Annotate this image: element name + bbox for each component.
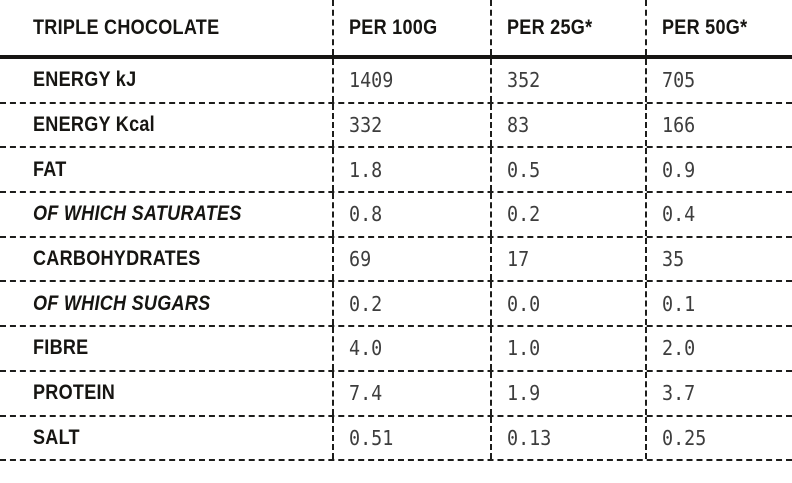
value-cell-per-100g: 69: [332, 237, 490, 281]
value-per-25g: 17: [507, 247, 530, 272]
value-cell-per-50g: 35: [645, 237, 792, 281]
value-cell-per-50g: 3.7: [645, 371, 792, 415]
value-per-50g: 2.0: [662, 336, 696, 361]
table-row-energy-kcal: ENERGY Kcal 332 83 166: [0, 103, 792, 149]
row-label: ENERGY Kcal: [33, 113, 155, 137]
value-cell-per-100g: 1.8: [332, 148, 490, 192]
table-row-protein: PROTEIN 7.4 1.9 3.7: [0, 371, 792, 417]
value-cell-per-50g: 705: [645, 59, 792, 102]
header-cell-per-50g: PER 50G*: [645, 0, 792, 55]
table-row-of-which-saturates: OF WHICH SATURATES 0.8 0.2 0.4: [0, 193, 792, 238]
row-label: CARBOHYDRATES: [33, 247, 201, 271]
value-per-100g: 332: [349, 113, 383, 138]
value-cell-per-100g: 4.0: [332, 327, 490, 370]
value-per-50g: 705: [662, 68, 696, 93]
value-cell-per-100g: 332: [332, 103, 490, 147]
value-per-25g: 0.5: [507, 157, 541, 182]
row-label: ENERGY kJ: [33, 68, 137, 92]
row-label-cell: FAT: [0, 148, 332, 191]
value-per-100g: 69: [349, 247, 372, 272]
value-cell-per-50g: 0.25: [645, 416, 792, 460]
table-row-fibre: FIBRE 4.0 1.0 2.0: [0, 327, 792, 372]
value-cell-per-25g: 1.0: [490, 327, 645, 370]
value-per-50g: 3.7: [662, 381, 696, 406]
value-per-50g: 166: [662, 113, 696, 138]
value-per-25g: 0.0: [507, 291, 541, 316]
value-per-25g: 0.13: [507, 425, 552, 450]
column-header-label: PER 50G*: [662, 15, 748, 39]
row-label-cell: PROTEIN: [0, 372, 332, 415]
value-per-100g: 0.2: [349, 291, 383, 316]
row-label: OF WHICH SUGARS: [33, 291, 211, 315]
column-header-label: PER 100G: [349, 15, 438, 39]
value-per-50g: 0.9: [662, 157, 696, 182]
row-label: OF WHICH SATURATES: [33, 202, 242, 226]
header-cell-per-100g: PER 100G: [332, 0, 490, 55]
value-cell-per-25g: 0.0: [490, 282, 645, 326]
value-cell-per-25g: 83: [490, 103, 645, 147]
row-label-cell: FIBRE: [0, 327, 332, 370]
value-cell-per-25g: 0.2: [490, 193, 645, 236]
nutrition-table: TRIPLE CHOCOLATE PER 100G PER 25G* PER 5…: [0, 0, 792, 462]
table-title: TRIPLE CHOCOLATE: [33, 15, 220, 39]
value-cell-per-50g: 0.4: [645, 193, 792, 236]
value-cell-per-50g: 0.1: [645, 282, 792, 326]
row-label: FAT: [33, 157, 67, 181]
value-per-25g: 0.2: [507, 202, 541, 227]
value-per-25g: 1.0: [507, 336, 541, 361]
table-row-of-which-sugars: OF WHICH SUGARS 0.2 0.0 0.1: [0, 282, 792, 328]
value-per-100g: 7.4: [349, 381, 383, 406]
value-cell-per-25g: 17: [490, 237, 645, 281]
row-label-cell: SALT: [0, 417, 332, 460]
value-cell-per-25g: 1.9: [490, 371, 645, 415]
row-label: FIBRE: [33, 336, 89, 360]
value-per-50g: 0.4: [662, 202, 696, 227]
value-per-100g: 0.8: [349, 202, 383, 227]
value-per-50g: 35: [662, 247, 685, 272]
value-per-100g: 0.51: [349, 425, 394, 450]
table-row-carbohydrates: CARBOHYDRATES 69 17 35: [0, 237, 792, 283]
value-per-25g: 352: [507, 68, 541, 93]
value-cell-per-25g: 0.13: [490, 416, 645, 460]
table-row-energy-kj: ENERGY kJ 1409 352 705: [0, 59, 792, 104]
value-cell-per-100g: 7.4: [332, 371, 490, 415]
row-label-cell: ENERGY Kcal: [0, 104, 332, 147]
value-cell-per-25g: 0.5: [490, 148, 645, 192]
table-row-fat: FAT 1.8 0.5 0.9: [0, 148, 792, 194]
column-header-label: PER 25G*: [507, 15, 593, 39]
value-per-50g: 0.25: [662, 425, 707, 450]
value-per-100g: 1.8: [349, 157, 383, 182]
value-cell-per-100g: 1409: [332, 59, 490, 102]
value-cell-per-50g: 0.9: [645, 148, 792, 192]
row-label-cell: OF WHICH SUGARS: [0, 282, 332, 325]
value-per-25g: 1.9: [507, 381, 541, 406]
value-per-25g: 83: [507, 113, 530, 138]
value-per-50g: 0.1: [662, 291, 696, 316]
row-label-cell: ENERGY kJ: [0, 59, 332, 102]
value-per-100g: 4.0: [349, 336, 383, 361]
value-cell-per-50g: 166: [645, 103, 792, 147]
table-row-salt: SALT 0.51 0.13 0.25: [0, 416, 792, 462]
value-cell-per-100g: 0.2: [332, 282, 490, 326]
value-per-100g: 1409: [349, 68, 394, 93]
value-cell-per-100g: 0.51: [332, 416, 490, 460]
row-label-cell: CARBOHYDRATES: [0, 238, 332, 281]
value-cell-per-25g: 352: [490, 59, 645, 102]
row-label-cell: OF WHICH SATURATES: [0, 193, 332, 236]
table-header-row: TRIPLE CHOCOLATE PER 100G PER 25G* PER 5…: [0, 0, 792, 59]
row-label: SALT: [33, 425, 80, 449]
value-cell-per-100g: 0.8: [332, 193, 490, 236]
header-cell-product: TRIPLE CHOCOLATE: [0, 0, 332, 55]
header-cell-per-25g: PER 25G*: [490, 0, 645, 55]
value-cell-per-50g: 2.0: [645, 327, 792, 370]
row-label: PROTEIN: [33, 381, 116, 405]
